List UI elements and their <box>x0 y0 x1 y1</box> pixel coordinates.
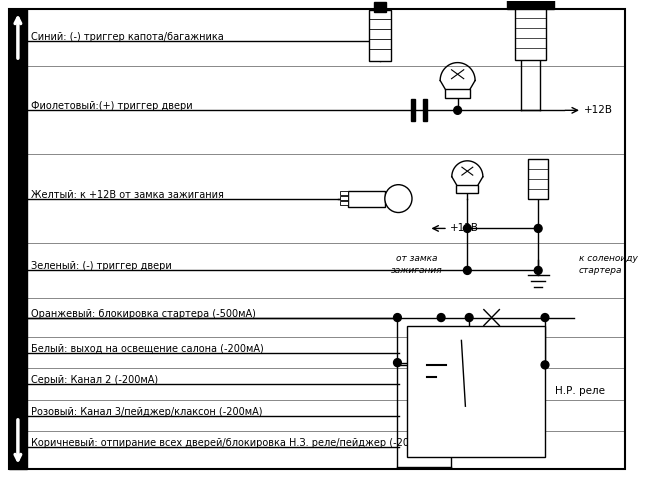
Bar <box>445 89 470 98</box>
Text: 87a: 87a <box>446 410 462 419</box>
Text: Желтый: к +12В от замка зажигания: Желтый: к +12В от замка зажигания <box>31 190 224 200</box>
Text: +12В: +12В <box>584 105 613 115</box>
Bar <box>9 10 27 468</box>
Text: Зеленый: (-) триггер двери: Зеленый: (-) триггер двери <box>31 261 171 272</box>
Circle shape <box>534 266 542 274</box>
Bar <box>369 10 391 61</box>
Circle shape <box>465 314 473 322</box>
Bar <box>422 99 426 121</box>
Circle shape <box>437 314 445 322</box>
Text: Коричневый: отпирание всех дверей/блокировка Н.З. реле/пейджер (-200мА): Коричневый: отпирание всех дверей/блокир… <box>31 438 432 448</box>
Bar <box>456 185 478 193</box>
Text: Н.Р. реле: Н.Р. реле <box>554 386 604 396</box>
Circle shape <box>534 225 542 232</box>
Bar <box>515 9 546 60</box>
Bar <box>407 326 545 457</box>
Text: 85: 85 <box>412 352 423 361</box>
Circle shape <box>393 314 401 322</box>
Text: стартера: стартера <box>579 266 623 275</box>
Text: Фиолетовый:(+) триггер двери: Фиолетовый:(+) триггер двери <box>31 101 192 111</box>
Text: Серый: Канал 2 (-200мА): Серый: Канал 2 (-200мА) <box>31 375 158 385</box>
Text: 0: 0 <box>396 194 401 203</box>
Bar <box>528 160 548 199</box>
Circle shape <box>463 225 471 232</box>
Bar <box>340 196 348 200</box>
Text: +12В: +12В <box>450 223 479 233</box>
Bar <box>507 0 554 9</box>
Text: Розовый: Канал 3/пейджер/клаксон (-200мА): Розовый: Канал 3/пейджер/клаксон (-200мА… <box>31 407 262 417</box>
Circle shape <box>463 266 471 274</box>
Text: от замка: от замка <box>396 254 437 263</box>
Text: 30: 30 <box>472 331 483 340</box>
Circle shape <box>454 106 462 114</box>
Circle shape <box>393 358 401 367</box>
Circle shape <box>385 185 412 213</box>
Bar <box>411 99 415 121</box>
Text: Белый: выход на освещение салона (-200мА): Белый: выход на освещение салона (-200мА… <box>31 344 263 354</box>
Text: к соленоиду: к соленоиду <box>579 254 638 263</box>
Bar <box>374 1 386 11</box>
Text: Оранжевый: блокировка стартера (-500мА): Оранжевый: блокировка стартера (-500мА) <box>31 309 255 318</box>
Bar <box>340 191 348 195</box>
Text: 86: 86 <box>528 352 538 361</box>
Bar <box>340 201 348 205</box>
Text: Синий: (-) триггер капота/багажника: Синий: (-) триггер капота/багажника <box>31 32 223 42</box>
Circle shape <box>541 361 549 369</box>
Text: зажигания: зажигания <box>391 266 443 275</box>
Circle shape <box>541 314 549 322</box>
Bar <box>348 191 385 206</box>
Text: 87: 87 <box>446 449 457 458</box>
